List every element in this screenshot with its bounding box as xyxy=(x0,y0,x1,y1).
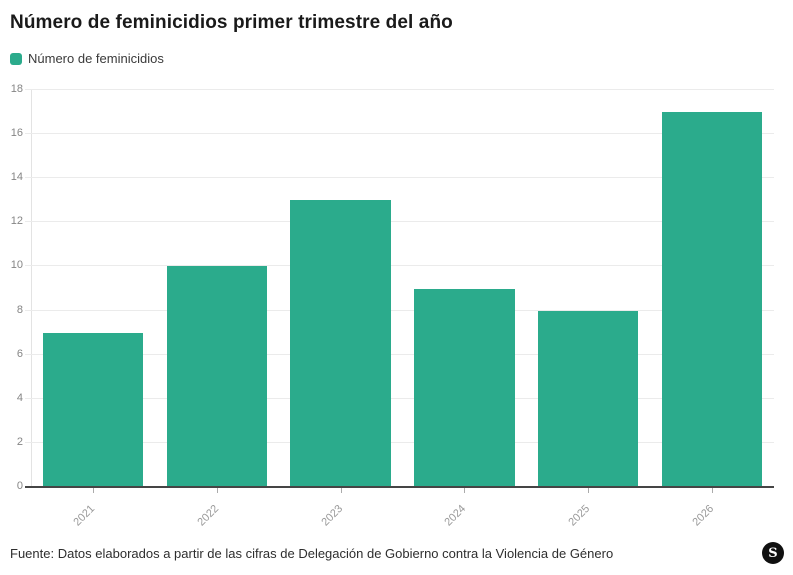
bar-slot xyxy=(526,90,650,487)
bar-slot xyxy=(402,90,526,487)
gridline xyxy=(25,353,774,355)
y-axis-tick-label: 0 xyxy=(16,480,23,492)
x-axis-baseline xyxy=(25,486,774,488)
x-axis-slot: 2026 xyxy=(650,487,774,547)
gridline xyxy=(25,309,774,311)
x-axis-tick-label: 2025 xyxy=(566,502,593,529)
bar-2025 xyxy=(538,310,639,487)
bar-slot xyxy=(650,90,774,487)
gridline xyxy=(25,133,774,135)
x-axis-slot: 2022 xyxy=(155,487,279,547)
x-axis: 2021 2022 2023 2024 2025 2026 xyxy=(31,487,774,547)
s-logo-icon[interactable]: S xyxy=(762,542,784,564)
x-axis-tick-label: 2022 xyxy=(195,502,221,529)
y-axis-tick-label: 14 xyxy=(10,171,23,184)
legend: Número de feminicidios xyxy=(10,51,164,66)
bar-slot xyxy=(155,90,279,487)
gridline xyxy=(25,397,774,399)
bar-2022 xyxy=(166,266,267,487)
x-axis-tick xyxy=(588,488,590,493)
bar-slot xyxy=(279,90,403,487)
x-axis-tick xyxy=(92,488,94,493)
y-axis-tick-label: 8 xyxy=(16,303,23,316)
x-axis-tick-label: 2023 xyxy=(319,502,345,529)
source-note: Fuente: Datos elaborados a partir de las… xyxy=(10,546,614,561)
y-axis-tick-label: 12 xyxy=(10,215,23,228)
bar-2026 xyxy=(661,112,763,487)
y-axis-tick-label: 16 xyxy=(10,127,23,140)
x-axis-slot: 2025 xyxy=(526,487,650,547)
x-axis-tick xyxy=(340,488,342,493)
x-axis-slot: 2021 xyxy=(31,487,155,547)
gridline xyxy=(25,89,774,90)
x-axis-tick-label: 2024 xyxy=(442,502,469,529)
chart-title: Número de feminicidios primer trimestre … xyxy=(10,12,453,33)
x-axis-tick-label: 2026 xyxy=(690,502,717,529)
y-axis-tick-label: 2 xyxy=(16,435,23,448)
x-axis-slot: 2023 xyxy=(279,487,403,547)
bar-slot xyxy=(31,90,155,487)
bar-2021 xyxy=(42,332,144,487)
gridline xyxy=(25,177,774,179)
gridline xyxy=(25,441,774,443)
y-axis-line xyxy=(31,90,32,487)
y-axis-tick-label: 6 xyxy=(16,347,23,360)
y-axis-tick-label: 18 xyxy=(10,83,23,95)
plot-area: 2021 2022 2023 2024 2025 2026 0 2 4 6 8 10 12 14 16 18 xyxy=(11,84,774,529)
gridline xyxy=(25,265,774,267)
x-axis-tick xyxy=(464,488,466,493)
x-axis-tick xyxy=(712,488,714,493)
gridline xyxy=(25,221,774,223)
legend-swatch-icon xyxy=(10,52,22,65)
y-axis-tick-label: 4 xyxy=(16,391,23,404)
bar-2023 xyxy=(290,200,391,487)
bar-2024 xyxy=(414,288,515,487)
x-axis-tick-label: 2021 xyxy=(71,502,98,529)
bars-container xyxy=(31,90,774,487)
y-axis-tick-label: 10 xyxy=(10,259,23,272)
x-axis-slot: 2024 xyxy=(402,487,526,547)
legend-label: Número de feminicidios xyxy=(28,51,164,66)
x-axis-tick xyxy=(216,488,218,493)
